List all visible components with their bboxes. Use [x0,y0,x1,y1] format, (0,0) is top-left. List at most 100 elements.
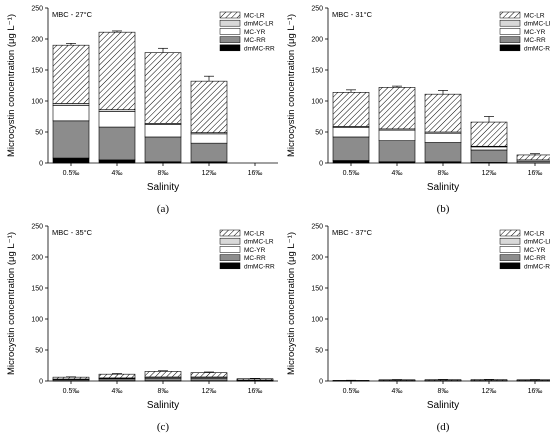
legend-swatch-mc-lr [219,229,241,237]
y-tick-label: 0 [319,161,323,168]
bar-segment-mc-lr [236,378,274,381]
legend-label: MC-LR [244,231,265,238]
y-tick-label: 250 [31,224,43,231]
x-tick-label: 8‰ [158,170,169,177]
y-tick-label: 50 [35,130,43,137]
legend-swatch-dmmc-rr [499,262,521,270]
bar-segment-mc-rr [190,142,228,163]
y-axis-label: Microcystin concentration (μg L⁻¹) [6,232,17,375]
x-tick-label: 8‰ [438,170,449,177]
legend-swatch-dmmc-rr [499,44,521,52]
legend-label: dmMC-LR [524,239,550,246]
bar-segment-mc-yr [144,124,182,138]
x-axis-label: Salinity [147,400,179,411]
legend-swatch-mc-rr [499,36,521,43]
x-tick-label: 4‰ [112,388,123,395]
legend-label: MC-YR [244,29,266,36]
legend-swatch-mc-rr [219,254,241,261]
legend-label: MC-RR [244,255,266,262]
legend-label: dmMC-RR [524,263,550,270]
bar-segment-mc-yr [98,111,136,128]
bar-segment-mc-lr [98,31,136,110]
chart-panel-3: 0 50 100 150 200 250 0.5‰ 4‰ 8‰ 12‰ 16‰ MBC - 35°C M… [6,224,278,433]
y-tick-label: 150 [31,286,43,293]
bar-segment-mc-lr [190,80,228,133]
legend-label: MC-YR [244,247,266,254]
bar-segment-mc-rr [378,140,416,163]
bar-segment-mc-lr [424,93,462,133]
x-tick-label: 12‰ [482,170,497,177]
bar-segment-mc-yr [332,127,370,138]
bar-segment-mc-rr [144,136,182,163]
x-tick-label: 0.5‰ [343,388,360,395]
y-tick-label: 250 [311,224,323,231]
legend-swatch-dmmc-rr [219,44,241,52]
bar-segment-mc-rr [332,136,370,161]
chart-panel-4: 0 50 100 150 200 250 0.5‰ 4‰ 8‰ 12‰ 16‰ MBC - 37°C M… [286,224,550,433]
legend-label: dmMC-LR [524,21,550,28]
y-tick-label: 250 [311,6,323,13]
x-tick-label: 4‰ [392,170,403,177]
bar-segment-mc-lr [516,154,550,161]
bar-segment-mc-yr [378,129,416,141]
y-tick-label: 150 [311,68,323,75]
y-tick-label: 150 [311,286,323,293]
x-tick-label: 12‰ [202,388,217,395]
bar-segment-mc-lr [52,376,90,380]
y-tick-label: 100 [311,317,323,324]
x-tick-label: 0.5‰ [63,388,80,395]
chart-panel-1: 0 50 100 150 200 250 0.5‰ 4‰ 8‰ 12‰ 16‰ MBC - 27°C M… [6,6,278,215]
legend-label: MC-YR [524,247,546,254]
x-tick-label: 16‰ [528,388,543,395]
bar-segment-mc-lr [144,52,182,124]
legend-label: MC-RR [524,255,546,262]
y-tick-label: 200 [31,37,43,44]
legend-label: MC-RR [244,37,266,44]
legend-swatch-dmmc-lr [499,19,521,27]
x-tick-label: 8‰ [158,388,169,395]
y-tick-label: 50 [315,130,323,137]
x-tick-label: 16‰ [248,388,263,395]
y-tick-label: 200 [311,37,323,44]
legend-swatch-dmmc-lr [219,237,241,245]
legend-swatch-mc-yr [219,28,241,35]
bar-segment-mc-lr [52,44,90,104]
panel-label: (a) [157,203,170,215]
bar-segment-mc-lr [332,92,370,127]
bar-segment-dmmc-rr [98,159,136,164]
bar-segment-mc-yr [190,133,228,144]
legend-label: MC-LR [524,13,545,20]
bar-segment-mc-rr [424,142,462,163]
bar-segment-mc-yr [52,105,90,122]
panel-annotation: MBC - 31°C [332,10,373,19]
bar-segment-mc-rr [52,120,90,159]
legend-swatch-mc-yr [499,28,521,35]
legend-label: dmMC-RR [244,45,275,52]
x-axis-label: Salinity [427,182,459,193]
chart-panel-2: 0 50 100 150 200 250 0.5‰ 4‰ 8‰ 12‰ 16‰ MBC - 31°C M… [286,6,550,215]
y-tick-label: 100 [31,317,43,324]
legend-label: MC-LR [524,231,545,238]
panel-annotation: MBC - 35°C [52,228,93,237]
legend-label: dmMC-LR [244,239,274,246]
x-tick-label: 4‰ [392,388,403,395]
legend-swatch-mc-lr [219,11,241,19]
y-tick-label: 100 [311,99,323,106]
y-tick-label: 0 [39,379,43,386]
legend-label: MC-LR [244,13,265,20]
y-tick-label: 0 [319,379,323,386]
x-tick-label: 12‰ [482,388,497,395]
x-tick-label: 8‰ [438,388,449,395]
bar-segment-mc-lr [190,372,228,378]
y-tick-label: 250 [31,6,43,13]
y-tick-label: 50 [35,348,43,355]
bar-segment-dmmc-rr [332,160,370,164]
legend-swatch-dmmc-rr [219,262,241,270]
legend-swatch-mc-lr [499,229,521,237]
bar-segment-mc-yr [470,146,508,151]
x-tick-label: 4‰ [112,170,123,177]
bar-segment-mc-yr [424,132,462,143]
x-tick-label: 0.5‰ [63,170,80,177]
y-tick-label: 0 [39,161,43,168]
